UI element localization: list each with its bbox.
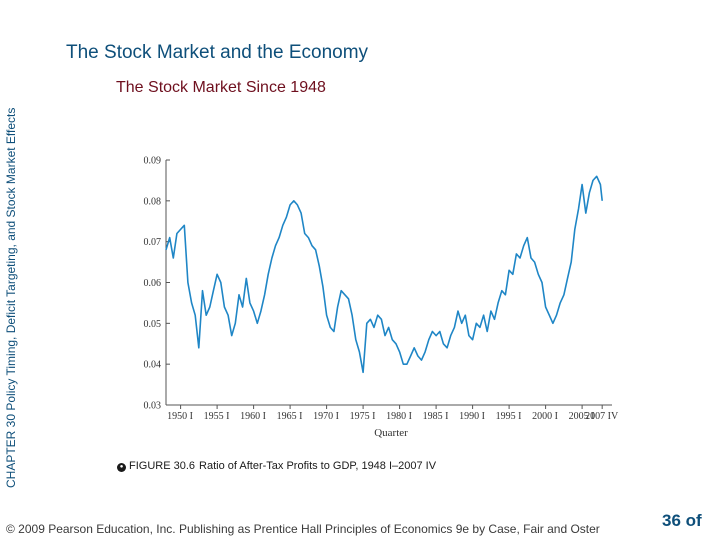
x-axis-title: Quarter	[374, 427, 408, 439]
x-tick-label: 2007 IV	[585, 411, 619, 422]
chart-title: The Stock Market Since 1948	[116, 79, 326, 96]
x-tick-label: 1985 I	[423, 411, 449, 422]
series-lines	[165, 175, 603, 374]
x-tick-label: 1975 I	[350, 411, 376, 422]
figure-icon: ●	[117, 463, 126, 472]
y-tick-label: 0.03	[144, 401, 162, 412]
x-axis: 1950 I 1955 I 1960 I 1965 I 1970 I 1975 I 1980…	[166, 404, 619, 422]
y-tick-label: 0.06	[144, 278, 162, 289]
x-tick-label: 2000 I	[532, 411, 558, 422]
x-tick-label: 1995 I	[496, 411, 522, 422]
y-axis: 0.09 0.08 0.07 0.06 0.05 0.04 0.03	[144, 156, 170, 412]
x-tick-label: 2005 I	[569, 411, 595, 422]
x-tick-label: 1990 I	[459, 411, 485, 422]
figure-caption: ● FIGURE 30.6 Ratio of After-Tax Profits t…	[117, 460, 436, 472]
y-tick-label: 0.07	[144, 237, 162, 248]
slide-title: The Stock Market and the Economy	[66, 42, 369, 63]
figure-caption-text: Ratio of After-Tax Profits to GDP, 1948 …	[199, 460, 437, 472]
x-tick-label: 1950 I	[167, 411, 193, 422]
x-tick-label: 1960 I	[240, 411, 266, 422]
y-tick-label: 0.08	[144, 196, 162, 207]
x-tick-label: 1970 I	[313, 411, 339, 422]
x-tick-label: 1965 I	[277, 411, 303, 422]
figure-number: FIGURE 30.6	[129, 460, 196, 472]
y-tick-label: 0.04	[144, 360, 162, 371]
page-number: 36 of	[662, 511, 702, 530]
x-tick-label: 1980 I	[386, 411, 412, 422]
x-tick-label: 1955 I	[204, 411, 230, 422]
y-tick-label: 0.09	[144, 156, 162, 167]
series-line-0	[165, 175, 603, 374]
footer-copyright: © 2009 Pearson Education, Inc. Publishin…	[6, 522, 600, 536]
y-tick-label: 0.05	[144, 319, 162, 330]
